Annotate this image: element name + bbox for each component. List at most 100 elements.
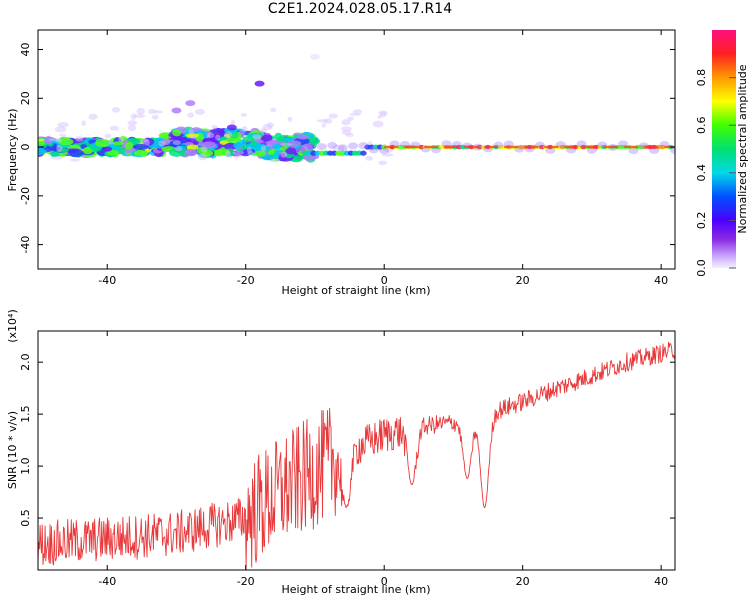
spectrogram-faint-cell (225, 150, 231, 158)
spectrogram-ridge-halo (659, 140, 670, 148)
spectrogram-faint-cell (133, 114, 146, 118)
spectrogram-faint-cell (136, 107, 146, 115)
snr-xtick-label: -40 (98, 575, 116, 588)
spectrogram-xlabel: Height of straight line (km) (281, 284, 430, 297)
colorbar-ticks: 0.0 0.2 0.4 0.6 0.8 (695, 69, 736, 277)
snr-ytick-label: 1.5 (19, 405, 32, 423)
snr-xlabel: Height of straight line (km) (281, 583, 430, 596)
spectrogram-faint-cell (172, 140, 181, 146)
snr-ytick-label: 1.0 (19, 457, 32, 475)
spectrogram-cell (277, 136, 285, 143)
spectrogram-faint-cell (57, 122, 69, 128)
spectrogram-ticks: -40 -20 0 20 40 -40 -20 0 20 40 (19, 30, 675, 287)
spectrogram-ridge-halo (431, 146, 442, 154)
spectrogram-faint-cell (69, 158, 80, 162)
figure-title: C2E1.2024.028.05.17.R14 (267, 1, 453, 17)
spectrogram-faint-cell (287, 116, 293, 122)
spectrogram-faint-cell (341, 126, 352, 132)
spectrogram-faint-cell (187, 112, 194, 118)
spectrogram-faint-cell (377, 114, 382, 119)
spectrogram-faint-cell (378, 110, 388, 115)
spectrogram-faint-cell (347, 116, 354, 122)
spectrogram-cell (261, 154, 275, 161)
spectrogram-cell (159, 132, 169, 139)
snr-xtick-label: -20 (237, 575, 255, 588)
spectrogram-cell (172, 129, 182, 137)
spectrogram-cell (201, 141, 217, 149)
spectrogram-cell (253, 150, 267, 157)
spectrogram-faint-cell (280, 151, 288, 158)
snr-ylabel: SNR (10 * v/v) (6, 411, 19, 489)
spectrogram-faint-cell (241, 126, 248, 132)
spectrogram-ridge-halo (586, 146, 597, 154)
spectrogram-cell (95, 138, 111, 148)
spectrogram-faint-cell (109, 125, 120, 131)
spectrogram-ridge-halo (545, 146, 556, 154)
spectrogram-cell (309, 53, 320, 60)
spectrogram-ridge-halo (358, 142, 369, 150)
spectrogram-cell (272, 152, 280, 160)
colorbar-label: Normalized spectral amplitude (736, 64, 749, 233)
spectrogram-faint-cell (270, 107, 277, 113)
spectrogram-faint-cell (321, 122, 326, 128)
spectrogram-cell (254, 80, 265, 87)
spectrogram-ytick-label: 40 (19, 43, 32, 57)
spectrogram-faint-cell (252, 134, 262, 140)
spectrogram-faint-cell (111, 106, 121, 113)
snr-ytick-label: 2.0 (19, 353, 32, 371)
spectrogram-ridge-halo (399, 140, 410, 148)
spectrogram-ridge-halo (296, 146, 307, 154)
spectrogram-cell (261, 134, 273, 142)
snr-ticks: -40 -20 0 20 40 0.5 1.0 1.5 2.0 (19, 331, 675, 588)
spectrogram-cell (82, 146, 93, 155)
spectrogram-faint-cell (104, 133, 112, 139)
spectrogram-faint-cell (190, 135, 197, 139)
spectrogram-faint-cell (200, 146, 208, 153)
spectrogram-faint-cell (246, 146, 252, 153)
spectrogram-cell (226, 124, 237, 131)
spectrogram-ridge-halo (576, 140, 587, 148)
spectrogram-faint-cell (75, 135, 84, 142)
spectrogram-faint-cell (81, 120, 86, 127)
spectrogram-faint-cell (88, 113, 98, 120)
spectrogram-cell (186, 144, 199, 151)
spectrogram-faint-cell (50, 156, 63, 160)
spectrogram-ridge-halo (618, 140, 629, 148)
spectrogram-faint-cell (56, 145, 63, 152)
spectrogram-faint-cell (118, 136, 124, 142)
spectrogram-faint-cell (188, 128, 194, 135)
snr-xtick-label: 40 (654, 575, 668, 588)
spectrogram-faint-cell (197, 153, 208, 161)
spectrogram-faint-cell (323, 118, 333, 124)
spectrogram-faint-cell (108, 139, 114, 145)
spectrogram-ridge-halo (348, 142, 359, 150)
spectrogram-ridge-halo (337, 144, 348, 152)
spectrogram-ridge-cell (360, 150, 367, 156)
spectrogram-faint-cell (54, 126, 67, 133)
spectrogram-faint-cell (59, 133, 67, 138)
spectrogram-ytick-label: -20 (19, 187, 32, 205)
spectrogram-faint-cell (259, 128, 267, 134)
spectrogram-cell (285, 147, 297, 155)
spectrogram-faint-cell (339, 145, 345, 152)
spectrogram-cell (140, 150, 148, 157)
spectrogram-faint-cell (240, 113, 247, 117)
spectrogram-faint-cell (341, 119, 351, 126)
spectrogram-ytick-label: 0 (19, 144, 32, 151)
spectrogram-ridge-halo (462, 142, 473, 150)
spectrogram-xtick-label: -40 (98, 274, 116, 287)
snr-xtick-label: 0 (381, 575, 388, 588)
spectrogram-faint-cell (194, 108, 205, 115)
spectrogram-faint-cell (232, 151, 245, 155)
colorbar-tick-label: 0.4 (695, 164, 708, 182)
spectrogram-ridge-halo (555, 141, 566, 149)
spectrogram-faint-cell (55, 138, 63, 143)
spectrogram-faint-cell (365, 155, 373, 161)
colorbar: 0.0 0.2 0.4 0.6 0.8 Normalized spectral ampl… (695, 30, 749, 277)
colorbar-tick-label: 0.0 (695, 259, 708, 277)
spectrogram-cell (124, 141, 134, 150)
spectrogram-cell (102, 146, 113, 152)
spectrogram-faint-cell (260, 145, 267, 152)
spectrogram-faint-cell (232, 154, 243, 158)
spectrogram-faint-cell (211, 125, 218, 130)
